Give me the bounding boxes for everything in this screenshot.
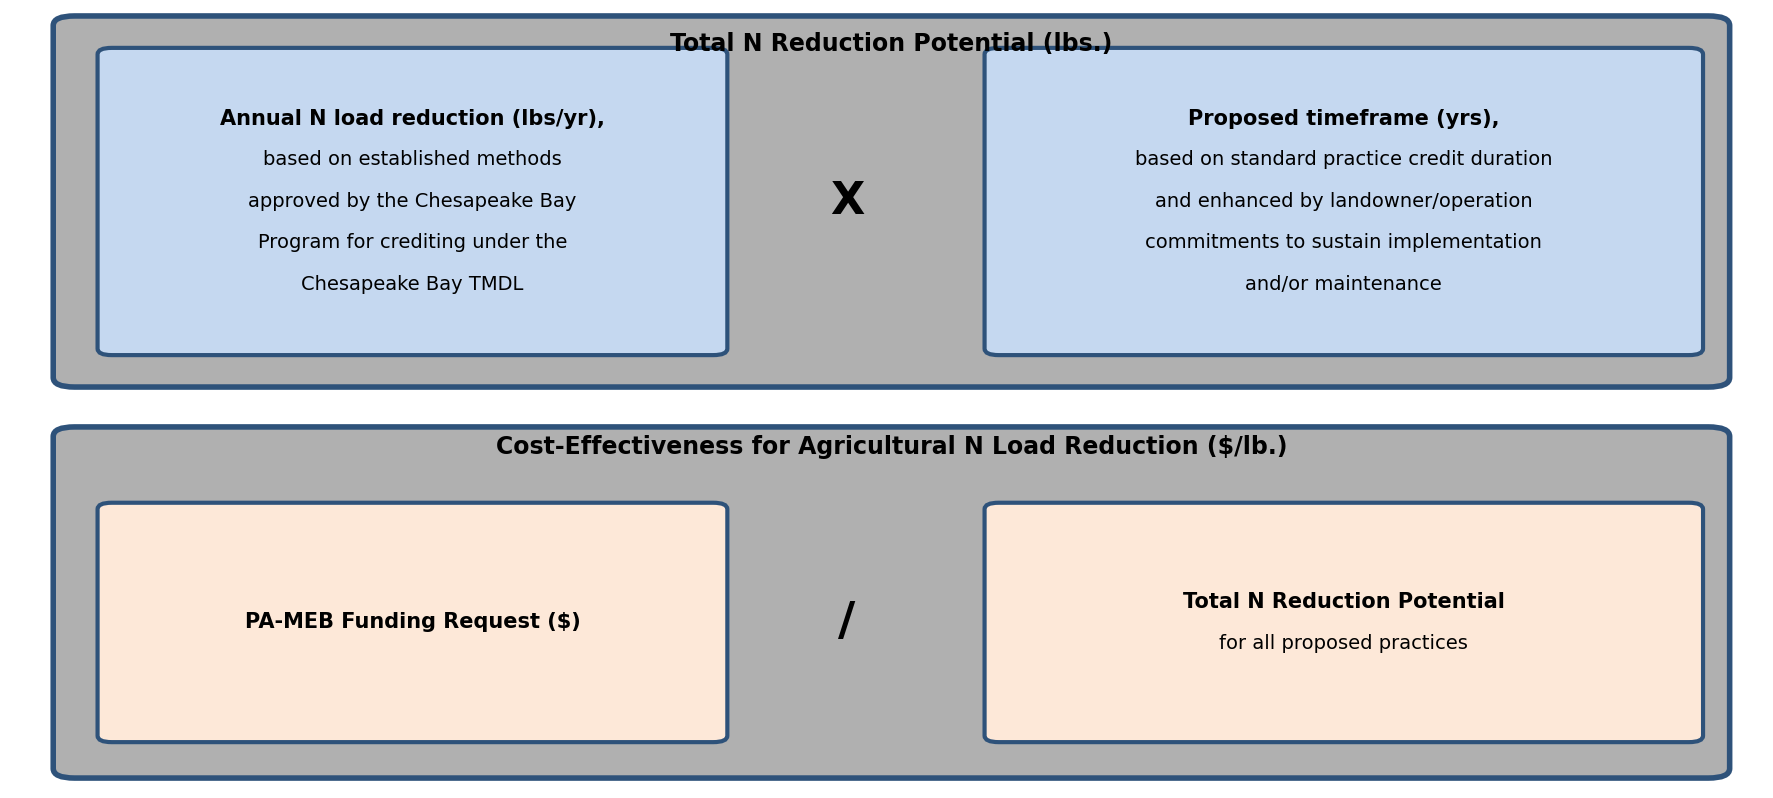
FancyBboxPatch shape: [984, 48, 1702, 355]
Text: Annual N load reduction (lbs/yr),: Annual N load reduction (lbs/yr),: [220, 109, 605, 128]
Text: based on standard practice credit duration: based on standard practice credit durati…: [1135, 151, 1551, 169]
Text: Total N Reduction Potential (lbs.): Total N Reduction Potential (lbs.): [670, 32, 1112, 56]
FancyBboxPatch shape: [984, 503, 1702, 742]
FancyBboxPatch shape: [98, 503, 727, 742]
Text: and/or maintenance: and/or maintenance: [1245, 275, 1441, 294]
Text: and enhanced by landowner/operation: and enhanced by landowner/operation: [1154, 192, 1532, 211]
FancyBboxPatch shape: [53, 427, 1729, 778]
Text: Proposed timeframe (yrs),: Proposed timeframe (yrs),: [1188, 109, 1498, 128]
Text: PA-MEB Funding Request ($): PA-MEB Funding Request ($): [245, 612, 580, 633]
FancyBboxPatch shape: [53, 16, 1729, 387]
Text: Total N Reduction Potential: Total N Reduction Potential: [1183, 591, 1504, 612]
Text: for all proposed practices: for all proposed practices: [1218, 634, 1468, 653]
Text: /: /: [839, 600, 855, 645]
FancyBboxPatch shape: [98, 48, 727, 355]
Text: X: X: [830, 180, 863, 223]
Text: Program for crediting under the: Program for crediting under the: [257, 234, 567, 252]
Text: Chesapeake Bay TMDL: Chesapeake Bay TMDL: [301, 275, 523, 294]
Text: Cost-Effectiveness for Agricultural N Load Reduction ($/lb.): Cost-Effectiveness for Agricultural N Lo…: [495, 435, 1287, 459]
Text: based on established methods: based on established methods: [262, 151, 562, 169]
Text: commitments to sustain implementation: commitments to sustain implementation: [1145, 234, 1541, 252]
Text: approved by the Chesapeake Bay: approved by the Chesapeake Bay: [248, 192, 576, 211]
